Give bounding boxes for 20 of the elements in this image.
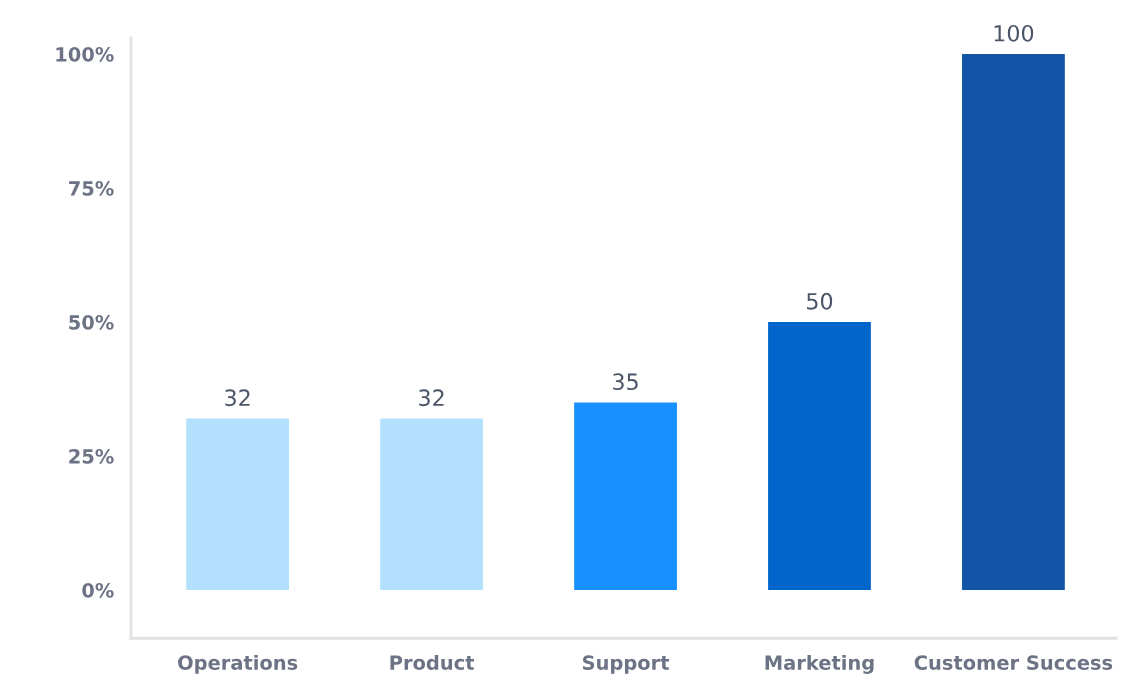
bar: [186, 418, 290, 591]
y-tick-label: 0%: [82, 582, 114, 598]
y-tick-label: 50%: [69, 314, 114, 330]
x-tick-label: Marketing: [765, 654, 874, 674]
data-label: 50: [807, 292, 833, 310]
x-tick-label: Support: [582, 655, 670, 674]
x-tick-label: Operations: [178, 654, 298, 674]
data-label: 32: [419, 389, 444, 407]
data-label: 35: [613, 373, 638, 391]
y-tick-label: 100%: [56, 46, 114, 62]
bar: [380, 418, 483, 591]
bar: [962, 54, 1065, 591]
y-tick-label: 75%: [69, 180, 114, 196]
x-tick-label: Product: [390, 654, 475, 670]
y-tick-label: 25%: [69, 448, 114, 464]
data-label: 100: [994, 24, 1034, 42]
x-tick-label: Customer Success: [914, 655, 1113, 670]
bar: [574, 402, 677, 591]
data-label: 32: [225, 389, 250, 407]
bar: [768, 322, 871, 591]
